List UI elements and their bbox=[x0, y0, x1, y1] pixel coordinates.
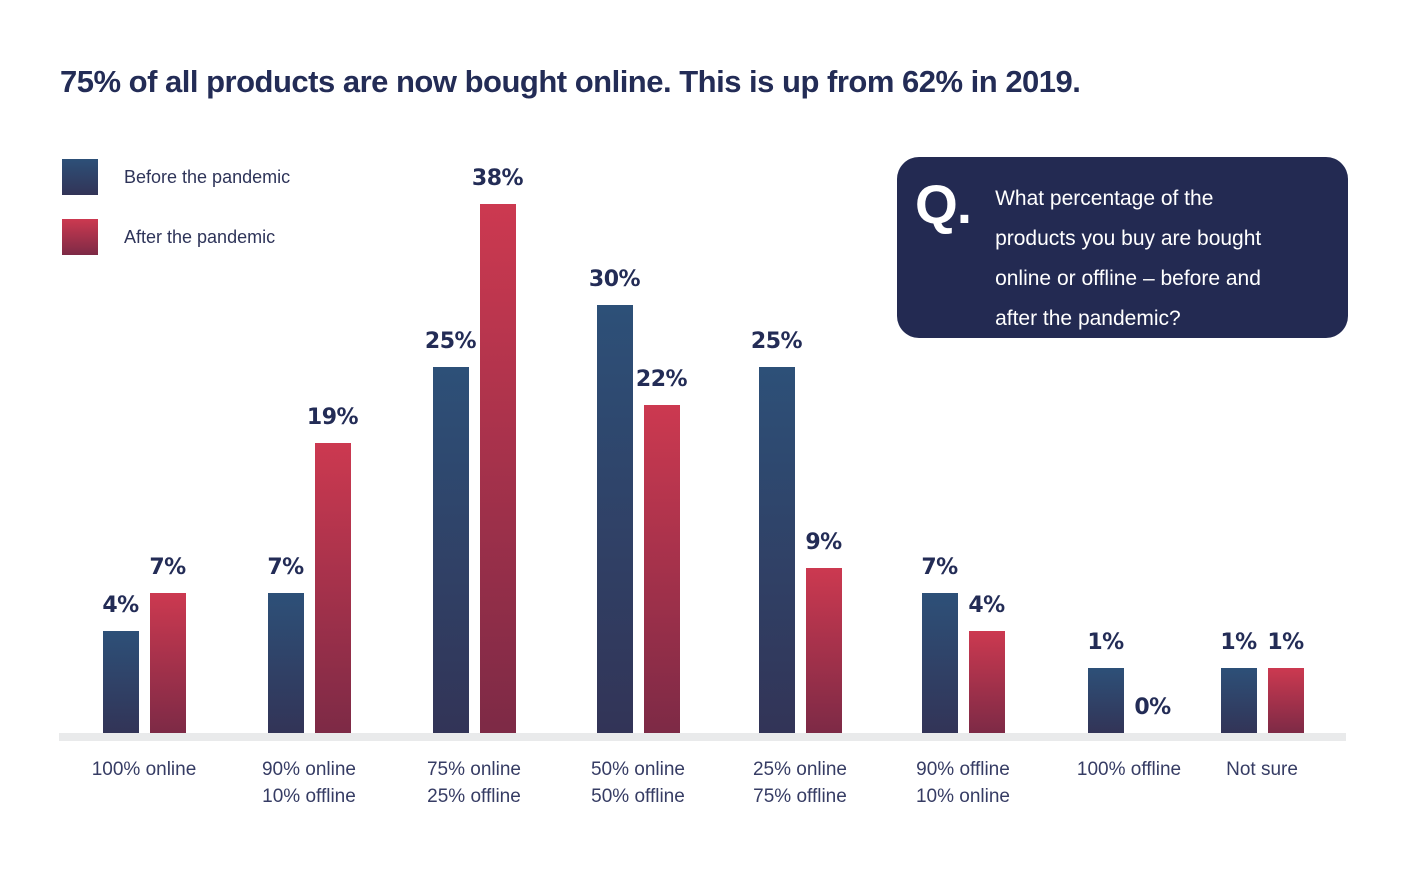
bar-value-label: 7% bbox=[921, 555, 958, 581]
category-label: 100% offline bbox=[1034, 756, 1224, 783]
legend-swatch-before-icon bbox=[62, 159, 98, 195]
bar-before-the-pandemic bbox=[921, 593, 958, 733]
bar-before-the-pandemic bbox=[267, 593, 304, 733]
question-box: Q. What percentage of the products you b… bbox=[897, 157, 1348, 338]
bar-value-label: 4% bbox=[102, 592, 139, 618]
question-mark-label: Q. bbox=[915, 173, 972, 235]
bar-value-label: 1% bbox=[1220, 630, 1257, 656]
category-label: Not sure bbox=[1167, 756, 1357, 783]
bar-value-label: 1% bbox=[1267, 630, 1304, 656]
bar-value-label: 1% bbox=[1087, 630, 1124, 656]
legend-label-before: Before the pandemic bbox=[124, 166, 291, 187]
bar-after-the-pandemic bbox=[643, 404, 680, 733]
bar-after-the-pandemic bbox=[968, 630, 1005, 733]
bar-value-label: 25% bbox=[424, 329, 477, 355]
category-label-line: 25% offline bbox=[427, 786, 521, 807]
bar-value-label: 25% bbox=[750, 329, 803, 355]
question-text-line: after the pandemic? bbox=[995, 307, 1181, 330]
bar-value-label: 0% bbox=[1134, 695, 1171, 720]
legend: Before the pandemic After the pandemic bbox=[62, 159, 290, 279]
bar-before-the-pandemic bbox=[432, 367, 469, 733]
bar-value-label: 7% bbox=[149, 555, 186, 581]
bar-after-the-pandemic bbox=[149, 593, 186, 733]
bar-after-the-pandemic bbox=[1267, 668, 1304, 733]
question-text-line: products you buy are bought bbox=[995, 227, 1262, 250]
category-label: 75% online 25% offline bbox=[379, 756, 569, 810]
question-text-line: online or offline – before and bbox=[995, 267, 1261, 290]
bar-after-the-pandemic bbox=[314, 442, 351, 733]
bar-before-the-pandemic bbox=[1087, 668, 1124, 733]
category-label-line: 90% offline bbox=[916, 759, 1010, 780]
category-label-line: 100% online bbox=[91, 759, 197, 780]
bar-value-label: 38% bbox=[471, 166, 524, 192]
category-label-line: Not sure bbox=[1226, 759, 1298, 780]
question-text: What percentage of the products you buy … bbox=[995, 177, 1261, 338]
category-label: 90% online 10% offline bbox=[214, 756, 404, 810]
category-label-line: 90% online bbox=[261, 759, 357, 780]
x-axis-baseline bbox=[59, 733, 1346, 741]
category-label-line: 50% offline bbox=[591, 786, 685, 807]
category-label-line: 10% online bbox=[915, 786, 1011, 807]
bar-value-label: 19% bbox=[306, 404, 359, 430]
bar-before-the-pandemic bbox=[1220, 668, 1257, 733]
category-label-line: 75% offline bbox=[753, 786, 847, 807]
category-label-line: 25% online bbox=[752, 759, 848, 780]
bar-before-the-pandemic bbox=[596, 304, 633, 733]
category-label-line: 100% offline bbox=[1076, 759, 1182, 780]
bar-after-the-pandemic bbox=[805, 568, 842, 733]
category-label-line: 50% online bbox=[590, 759, 686, 780]
question-text-line: What percentage of the bbox=[995, 187, 1214, 210]
legend-label-after: After the pandemic bbox=[124, 226, 276, 247]
bar-before-the-pandemic bbox=[758, 367, 795, 733]
category-label-line: 75% online bbox=[426, 759, 522, 780]
category-label: 90% offline 10% online bbox=[868, 756, 1058, 810]
bar-value-label: 4% bbox=[968, 592, 1005, 618]
category-label: 100% online bbox=[49, 756, 239, 783]
bar-after-the-pandemic bbox=[479, 204, 516, 733]
category-label: 25% online 75% offline bbox=[705, 756, 895, 810]
chart-title: 75% of all products are now bought onlin… bbox=[60, 64, 1081, 99]
category-label: 50% online 50% offline bbox=[543, 756, 733, 810]
legend-item-after: After the pandemic bbox=[62, 219, 290, 255]
legend-swatch-after-icon bbox=[62, 219, 98, 255]
bar-value-label: 7% bbox=[267, 555, 304, 581]
bar-before-the-pandemic bbox=[102, 630, 139, 733]
bar-value-label: 9% bbox=[805, 530, 842, 556]
legend-item-before: Before the pandemic bbox=[62, 159, 290, 195]
bar-value-label: 30% bbox=[588, 266, 641, 292]
bar-value-label: 22% bbox=[635, 366, 688, 392]
category-label-line: 10% offline bbox=[262, 786, 356, 807]
